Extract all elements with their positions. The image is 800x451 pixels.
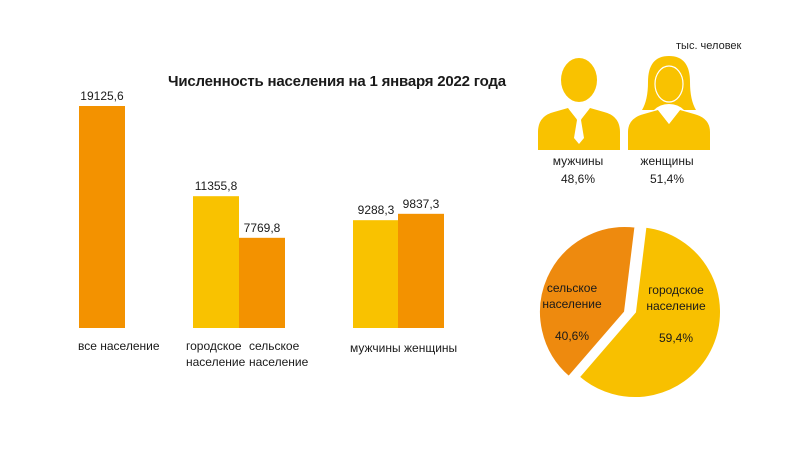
bar-value-label: 7769,8 xyxy=(244,221,281,235)
chart-title: Численность населения на 1 января 2022 г… xyxy=(168,73,506,90)
category-label: женщины xyxy=(404,341,457,355)
bar-value-label: 9288,3 xyxy=(358,203,395,217)
pie-slice-label: сельское xyxy=(547,281,598,295)
bar-value-label: 19125,6 xyxy=(80,89,124,103)
bar xyxy=(193,196,239,328)
pie-value-label: 40,6% xyxy=(555,329,589,343)
bar xyxy=(79,106,125,328)
category-label: население xyxy=(186,355,246,369)
female-user-icon xyxy=(628,56,710,150)
bar-value-label: 9837,3 xyxy=(403,197,440,211)
bar xyxy=(398,213,444,328)
unit-label: тыс. человек xyxy=(676,40,742,52)
pie-slice xyxy=(577,225,722,399)
bar xyxy=(239,237,285,328)
male-user-icon xyxy=(538,58,620,150)
pie-slice-label: городское xyxy=(648,283,704,297)
bar xyxy=(353,220,399,328)
pie-slice xyxy=(538,225,637,379)
female-label: женщины 51,4% xyxy=(640,154,694,186)
pie-value-label: 59,4% xyxy=(659,331,693,345)
pie-slice-label: население xyxy=(542,297,602,311)
category-label: мужчины xyxy=(350,341,401,355)
pie-slice-label: население xyxy=(646,299,706,313)
male-label: мужчины 48,6% xyxy=(552,154,604,186)
category-label: городское xyxy=(186,339,242,353)
bar-value-label: 11355,8 xyxy=(195,179,238,193)
category-label: сельское xyxy=(249,339,300,353)
category-label: население xyxy=(249,355,309,369)
category-label: все население xyxy=(78,339,160,353)
